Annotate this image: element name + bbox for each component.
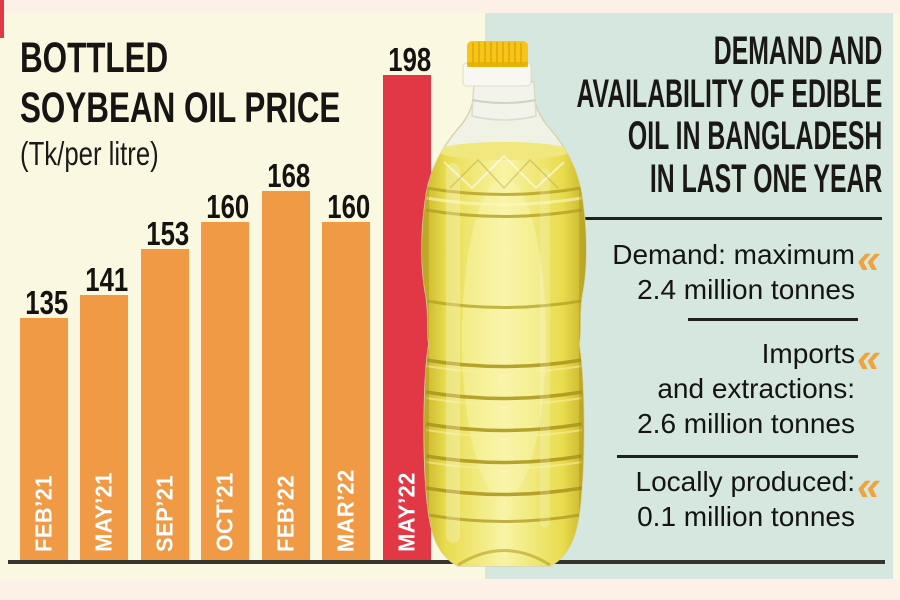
imports-line1: Imports	[761, 338, 855, 369]
bar-label: FEB’22	[272, 475, 299, 552]
bar-feb21: FEB’21	[20, 318, 68, 563]
bottle-neck	[471, 81, 537, 121]
bar-value-highlight: 198	[388, 41, 432, 78]
bar-label: OCT’21	[211, 472, 238, 552]
bar-oct21: OCT’21	[201, 222, 249, 563]
bar-label: MAY’21	[90, 472, 117, 552]
oil-bottle-image	[421, 41, 587, 567]
heading-line4: IN LAST ONE YEAR	[649, 156, 882, 201]
bar-feb22: FEB’22	[262, 191, 310, 563]
bar-may21: MAY’21	[80, 295, 128, 563]
double-chevron-left-icon: «	[857, 462, 881, 509]
heading-underline	[585, 217, 882, 220]
bar-value: 168	[267, 157, 311, 194]
corner-red-mark	[0, 0, 4, 38]
chart-title: BOTTLED SOYBEAN OIL PRICE	[20, 33, 340, 133]
bar-value: 153	[146, 215, 190, 252]
item-separator	[617, 455, 858, 458]
heading-line3: OIL IN BANGLADESH	[627, 114, 882, 158]
bar-label: FEB’21	[30, 475, 57, 552]
chart-unit-label: (Tk/per litre)	[20, 135, 159, 172]
bar-label: SEP’21	[151, 475, 178, 552]
chart-baseline	[8, 560, 885, 564]
double-chevron-left-icon: «	[857, 334, 881, 381]
imports-line3: 2.6 million tonnes	[637, 408, 855, 439]
oil-fill	[422, 142, 586, 566]
bar-may22-highlight: MAY’22	[383, 75, 431, 563]
double-chevron-left-icon: «	[857, 235, 881, 282]
bar-value: 135	[25, 284, 69, 321]
bar-label: MAY’22	[393, 472, 420, 552]
bar-value: 160	[327, 188, 371, 225]
info-item-imports: Imports and extractions: 2.6 million ton…	[637, 336, 855, 441]
bar-mar22: MAR’22	[322, 222, 370, 563]
info-item-local: Locally produced: 0.1 million tonnes	[636, 464, 855, 534]
local-line2: 0.1 million tonnes	[637, 501, 855, 532]
heading-line2: AVAILABILITY OF EDIBLE	[576, 71, 882, 116]
info-panel-heading: DEMAND AND AVAILABILITY OF EDIBLE OIL IN…	[576, 30, 882, 200]
bar-value: 141	[85, 261, 129, 298]
item-separator	[688, 318, 858, 321]
demand-line2: 2.4 million tonnes	[637, 274, 855, 305]
chart-title-line1: BOTTLED	[20, 34, 169, 82]
demand-line1: Demand: maximum	[612, 239, 855, 270]
local-line1: Locally produced:	[635, 466, 855, 497]
bar-sep21: SEP’21	[141, 249, 189, 563]
bottle-facets	[443, 154, 565, 190]
imports-line2: and extractions:	[657, 373, 855, 404]
info-item-demand: Demand: maximum 2.4 million tonnes	[612, 237, 855, 307]
chart-title-line2: SOYBEAN OIL PRICE	[20, 84, 341, 132]
bar-label: MAR’22	[332, 468, 359, 552]
bar-value: 160	[206, 188, 250, 225]
heading-line1: DEMAND AND	[713, 29, 882, 73]
